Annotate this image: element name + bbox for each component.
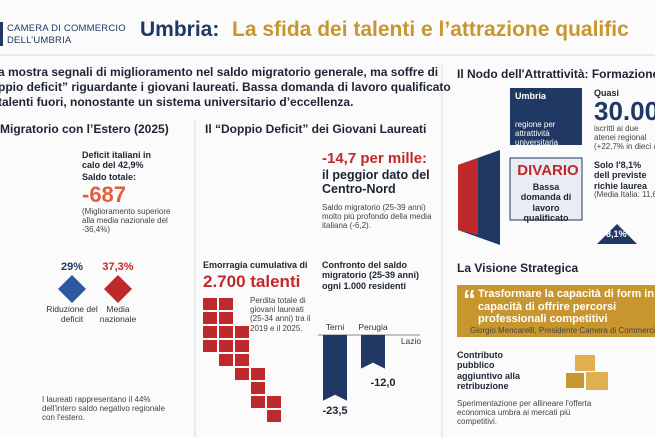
cumulative-value: 2.700 talenti — [203, 272, 301, 291]
students-value: 30.00 — [594, 96, 655, 126]
students-prefix: Quasi — [594, 88, 620, 98]
intro-line: ppio deficit” riguardante i giovani laur… — [0, 80, 451, 94]
bar — [361, 335, 385, 369]
detail: Saldo migratorio (25-39 anni) molto più … — [322, 203, 432, 231]
cumulative-label: Emorragia cumulativa di — [203, 260, 308, 270]
title: La sfida dei talenti e l’attrazione qual… — [232, 18, 629, 41]
saldo-value: -687 — [82, 182, 127, 207]
title: Umbria: — [140, 18, 220, 41]
section-title: Migratorio con l’Estero (2025) — [0, 122, 169, 136]
quote-author: Giorgio Mencarelli, Presidente Camera di… — [470, 326, 655, 335]
bar-label: Perugia — [358, 322, 388, 332]
quote-mark: “ — [463, 284, 476, 314]
section-title: La Visione Strategica — [457, 261, 579, 275]
quote: Trasformare la capacità di form in capac… — [478, 288, 655, 326]
section-title: Il “Doppio Deficit” dei Giovani Laureati — [205, 122, 427, 136]
stat-value: 37,3% — [102, 261, 134, 273]
logo-text: DELL’UMBRIA — [7, 35, 72, 46]
deficit-text: Deficit italiani in calo del 42,9% — [82, 150, 152, 171]
gap-label: Bassa domanda di lavoro qualificato — [520, 182, 572, 224]
headline: -14,7 per mille: — [322, 150, 428, 167]
demand-note: (Media Italia: 11,6 — [594, 190, 655, 199]
rank-value: 6ª — [520, 102, 537, 122]
footer-note: I laureati rappresentano il 44% dell'int… — [42, 395, 165, 423]
bar-value: -23,5 — [322, 404, 348, 417]
rank-region: Umbria — [515, 91, 547, 101]
comparison-title: Confronto del saldo migratorio (25-39 an… — [322, 260, 420, 291]
bar-value: -12,0 — [370, 376, 396, 389]
intro-line: a mostra segnali di miglioramento nel sa… — [0, 65, 439, 79]
students-label: iscritti ai due atenei regional — [594, 124, 647, 143]
saldo-label: Saldo totale: — [82, 172, 137, 182]
students-growth: (+22,7% in dieci an — [594, 142, 655, 151]
cumulative-note: Perdita totale di giovani laureati (25-3… — [250, 296, 311, 333]
logo-text: CAMERA DI COMMERCIO — [7, 23, 126, 34]
note: (Miglioramento superiore alla media nazi… — [82, 207, 171, 235]
stat-label: Media nazionale — [99, 304, 137, 324]
demand-value: 8,1% — [606, 229, 627, 239]
headline-sub: il peggior dato del Centro-Nord — [322, 168, 430, 197]
bar-label: Lazio — [400, 336, 422, 346]
bar-label: Terni — [325, 322, 345, 332]
contrib-title: Contributo pubblico aggiuntivo alla retr… — [457, 350, 521, 392]
gap-title: DIVARIO — [517, 162, 579, 179]
intro-line: talenti fuori, nonostante un sistema uni… — [0, 95, 354, 109]
rank-label: regione per attrattività universitaria — [515, 120, 559, 148]
stat-label: Riduzione del deficit — [46, 304, 98, 324]
contrib-text: Sperimentazione per allineare l'offerta … — [457, 399, 592, 427]
section-title: Il Nodo dell'Attrattività: Formazione vs — [457, 67, 655, 81]
stat-value: 29% — [60, 261, 84, 273]
bar — [323, 335, 347, 401]
demand-text: Solo l'8,1% dell previste richie laurea — [594, 160, 648, 191]
